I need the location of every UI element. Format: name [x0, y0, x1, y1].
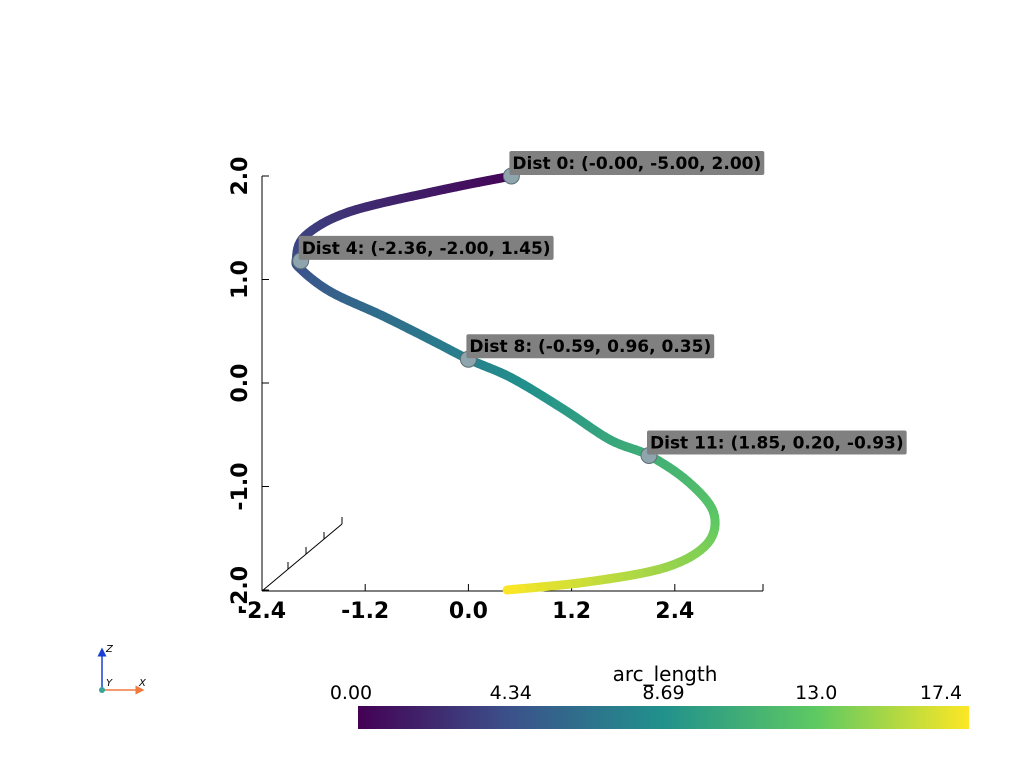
marker-label-bg: [298, 235, 554, 260]
x-ticks: -2.4 -1.2 0.0 1.2 2.4: [238, 584, 694, 624]
marker-label: Dist 11: (1.85, 0.20, -0.93): [650, 433, 904, 453]
marker-layer: Dist 0: (-0.00, -5.00, 2.00) Dist 4: (-2.…: [292, 151, 907, 464]
x-tick-label: 1.2: [552, 599, 591, 624]
colorbar-tick-label: 8.69: [642, 682, 684, 704]
colorbar-ticks: 0.00 4.34 8.69 13.0 17.4: [330, 682, 962, 704]
z-tick-label: -1.0: [228, 462, 253, 510]
z-tick-label: 1.0: [228, 260, 253, 299]
orientation-origin: [99, 687, 105, 693]
marker-label: Dist 4: (-2.36, -2.00, 1.45): [302, 239, 551, 259]
marker-label: Dist 8: (-0.59, 0.96, 0.35): [469, 337, 711, 357]
colorbar-tick-label: 4.34: [490, 682, 532, 704]
colorbar-tick-label: 17.4: [920, 682, 962, 704]
x-tick-label: 2.4: [655, 599, 694, 624]
y-axis-line: [261, 523, 343, 592]
curve-segment: [502, 584, 518, 595]
marker-label-bg: [509, 151, 765, 175]
z-tick-label: 0.0: [228, 364, 253, 403]
x-tick-label: 0.0: [449, 599, 488, 624]
arc-curve: [291, 171, 720, 595]
z-tick-label: -2.0: [228, 566, 253, 614]
orientation-axes: Z Y X: [97, 644, 147, 695]
marker-label-bg: [647, 430, 907, 455]
z-tick-label: 2.0: [228, 157, 253, 196]
colorbar: arc_length 0.00 4.34 8.69 13.0 17.4: [330, 662, 969, 729]
colorbar-gradient: [358, 706, 969, 729]
colorbar-tick-label: 13.0: [795, 682, 837, 704]
marker-label: Dist 0: (-0.00, -5.00, 2.00): [512, 154, 761, 174]
x-tick-label: -2.4: [238, 599, 286, 624]
orientation-x-label: X: [138, 678, 147, 689]
x-tick-label: -1.2: [341, 599, 389, 624]
z-ticks: -2.0 -1.0 0.0 1.0 2.0: [228, 157, 269, 614]
orientation-z-label: Z: [105, 644, 114, 655]
colorbar-title: arc_length: [613, 662, 718, 686]
orientation-y-label: Y: [106, 678, 113, 689]
marker-label-bg: [466, 334, 715, 359]
colorbar-tick-label: 0.00: [330, 682, 372, 704]
